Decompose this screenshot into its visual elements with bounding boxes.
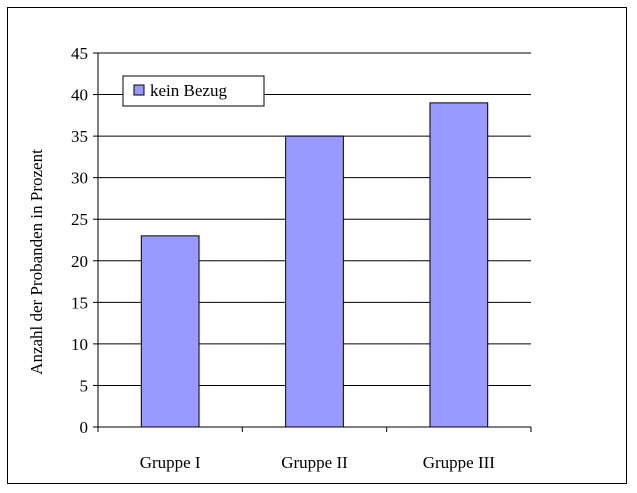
y-tick-label: 10 xyxy=(71,335,88,354)
x-tick-label: Gruppe III xyxy=(423,453,496,472)
y-tick-labels: 0 5 10 15 20 25 30 35 40 45 xyxy=(71,44,98,437)
y-tick-label: 35 xyxy=(71,127,88,146)
y-tick-label: 5 xyxy=(80,376,89,395)
x-tick-labels: Gruppe I Gruppe II Gruppe III xyxy=(97,427,532,472)
legend-swatch xyxy=(133,84,145,96)
y-axis-title: Anzahl der Probanden in Prozent xyxy=(27,149,46,375)
y-tick-label: 25 xyxy=(71,210,88,229)
legend-box xyxy=(122,75,265,107)
legend-label: kein Bezug xyxy=(150,81,227,100)
x-tick-label: Gruppe I xyxy=(140,453,201,472)
y-tick-label: 40 xyxy=(71,86,88,105)
bars xyxy=(140,102,489,428)
bar xyxy=(140,235,200,428)
legend: kein Bezug xyxy=(122,75,265,107)
y-tick-label: 45 xyxy=(71,44,88,63)
y-tick-label: 20 xyxy=(71,252,88,271)
bar xyxy=(285,135,344,428)
y-tick-label: 30 xyxy=(71,169,88,188)
x-tick-label: Gruppe II xyxy=(281,453,348,472)
axes xyxy=(97,53,531,428)
y-tick-label: 0 xyxy=(80,418,89,437)
y-tick-label: 15 xyxy=(71,293,88,312)
bar xyxy=(429,102,489,428)
